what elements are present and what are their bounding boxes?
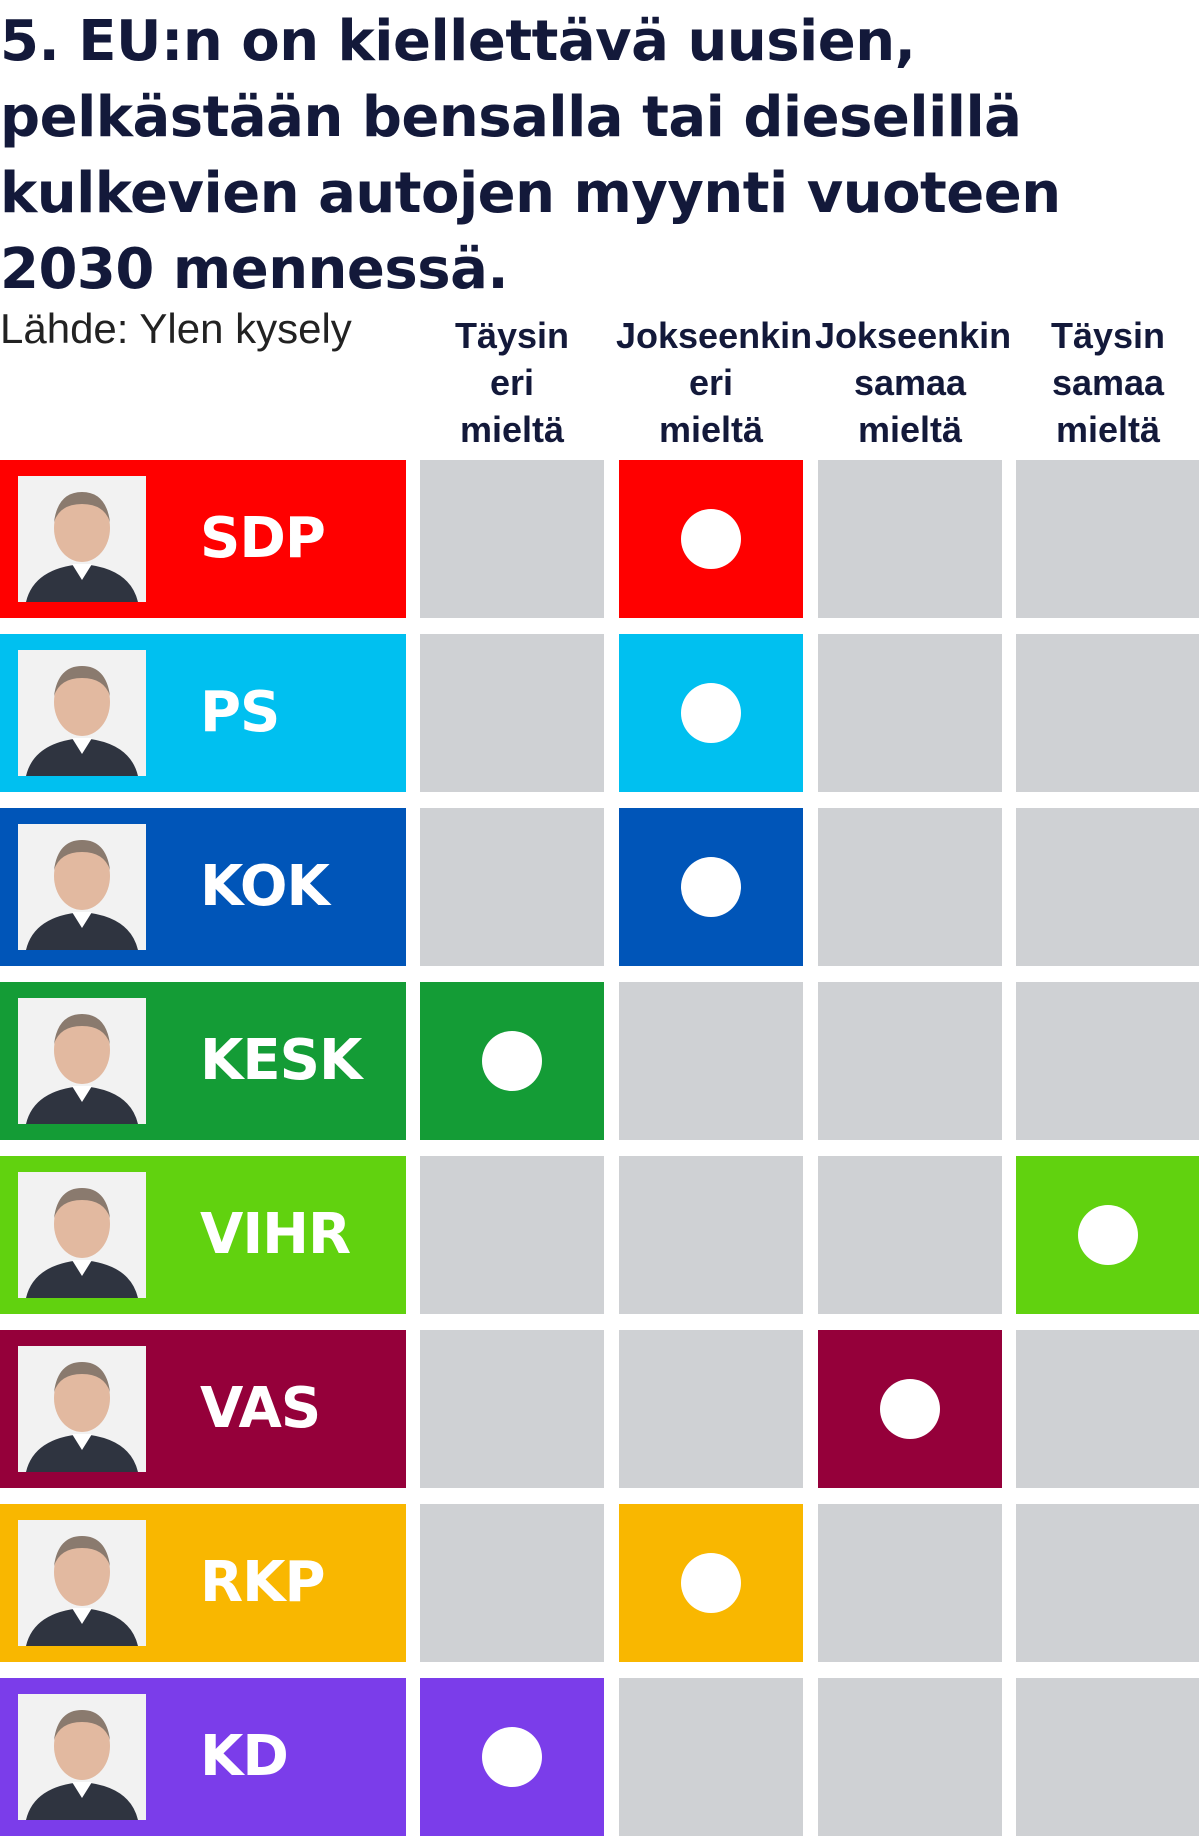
column-header-line: eri bbox=[489, 362, 535, 403]
portrait-photo-icon bbox=[18, 1520, 146, 1646]
party-label: VIHR bbox=[200, 1202, 351, 1267]
answer-dot-marker bbox=[681, 509, 741, 569]
answer-cell bbox=[619, 1156, 803, 1314]
answer-cell bbox=[818, 808, 1002, 966]
party-row-kd: KD bbox=[0, 1678, 406, 1836]
party-label: KOK bbox=[200, 854, 330, 919]
column-header-line: Täysin bbox=[1050, 315, 1166, 356]
answer-cell-selected bbox=[619, 460, 803, 618]
answer-cell-selected bbox=[619, 1504, 803, 1662]
answer-cell bbox=[420, 808, 604, 966]
answer-cell bbox=[818, 982, 1002, 1140]
answer-cell bbox=[818, 1156, 1002, 1314]
column-header-3: Jokseenkin samaa mieltä bbox=[815, 312, 1012, 453]
answer-cell bbox=[1016, 634, 1199, 792]
party-label: RKP bbox=[200, 1550, 326, 1615]
column-header-line: samaa bbox=[1051, 362, 1165, 403]
answer-dot-marker bbox=[880, 1379, 940, 1439]
answer-cell bbox=[1016, 1504, 1199, 1662]
answer-cell bbox=[1016, 1330, 1199, 1488]
party-label: VAS bbox=[200, 1376, 321, 1441]
answer-cell bbox=[420, 460, 604, 618]
answer-cell bbox=[1016, 1678, 1199, 1836]
answer-dot-marker bbox=[1078, 1205, 1138, 1265]
party-label: PS bbox=[200, 680, 280, 745]
party-row-vihr: VIHR bbox=[0, 1156, 406, 1314]
column-header-line: mieltä bbox=[1055, 409, 1161, 450]
column-header-line: eri bbox=[688, 362, 734, 403]
column-header-line: mieltä bbox=[857, 409, 963, 450]
party-row-kesk: KESK bbox=[0, 982, 406, 1140]
column-header-line: mieltä bbox=[459, 409, 565, 450]
answer-cell bbox=[1016, 460, 1199, 618]
answer-cell bbox=[1016, 808, 1199, 966]
column-header-line: Täysin bbox=[454, 315, 570, 356]
answer-dot-marker bbox=[681, 1553, 741, 1613]
source-note: Lähde: Ylen kysely bbox=[0, 305, 352, 352]
portrait-photo-icon bbox=[18, 1346, 146, 1472]
answer-dot-marker bbox=[482, 1031, 542, 1091]
column-header-line: mieltä bbox=[658, 409, 764, 450]
answer-cell bbox=[420, 1330, 604, 1488]
answer-dot-marker bbox=[681, 683, 741, 743]
party-row-vas: VAS bbox=[0, 1330, 406, 1488]
answer-cell-selected bbox=[420, 982, 604, 1140]
answer-cell bbox=[619, 1330, 803, 1488]
column-header-2: Jokseenkin eri mieltä bbox=[616, 312, 813, 453]
answer-cell bbox=[818, 460, 1002, 618]
party-row-kok: KOK bbox=[0, 808, 406, 966]
party-label: SDP bbox=[200, 506, 326, 571]
answer-cell-selected bbox=[818, 1330, 1002, 1488]
portrait-photo-icon bbox=[18, 998, 146, 1124]
column-header-4: Täysin samaa mieltä bbox=[1013, 312, 1199, 453]
answer-cell bbox=[619, 1678, 803, 1836]
chart-title: 5. EU:n on kiellettävä uusien, pelkästää… bbox=[0, 9, 1061, 302]
party-row-sdp: SDP bbox=[0, 460, 406, 618]
answer-cell bbox=[818, 634, 1002, 792]
answer-cell bbox=[619, 982, 803, 1140]
portrait-photo-icon bbox=[18, 650, 146, 776]
answer-dot-marker bbox=[482, 1727, 542, 1787]
portrait-photo-icon bbox=[18, 1694, 146, 1820]
party-label: KESK bbox=[200, 1028, 362, 1093]
column-header-line: Jokseenkin bbox=[815, 315, 1012, 356]
party-row-rkp: RKP bbox=[0, 1504, 406, 1662]
answer-cell bbox=[420, 1504, 604, 1662]
answer-cell bbox=[818, 1504, 1002, 1662]
answer-cell-selected bbox=[619, 808, 803, 966]
answer-dot-marker bbox=[681, 857, 741, 917]
answer-cell bbox=[420, 634, 604, 792]
answer-cell-selected bbox=[619, 634, 803, 792]
column-header-line: samaa bbox=[853, 362, 967, 403]
answer-cell-selected bbox=[420, 1678, 604, 1836]
portrait-photo-icon bbox=[18, 1172, 146, 1298]
party-label: KD bbox=[200, 1724, 289, 1789]
answer-cell-selected bbox=[1016, 1156, 1199, 1314]
party-row-ps: PS bbox=[0, 634, 406, 792]
answer-cell bbox=[1016, 982, 1199, 1140]
answer-cell bbox=[420, 1156, 604, 1314]
column-header-1: Täysin eri mieltä bbox=[417, 312, 607, 453]
answer-cell bbox=[818, 1678, 1002, 1836]
column-header-line: Jokseenkin bbox=[616, 315, 813, 356]
portrait-photo-icon bbox=[18, 824, 146, 950]
portrait-photo-icon bbox=[18, 476, 146, 602]
